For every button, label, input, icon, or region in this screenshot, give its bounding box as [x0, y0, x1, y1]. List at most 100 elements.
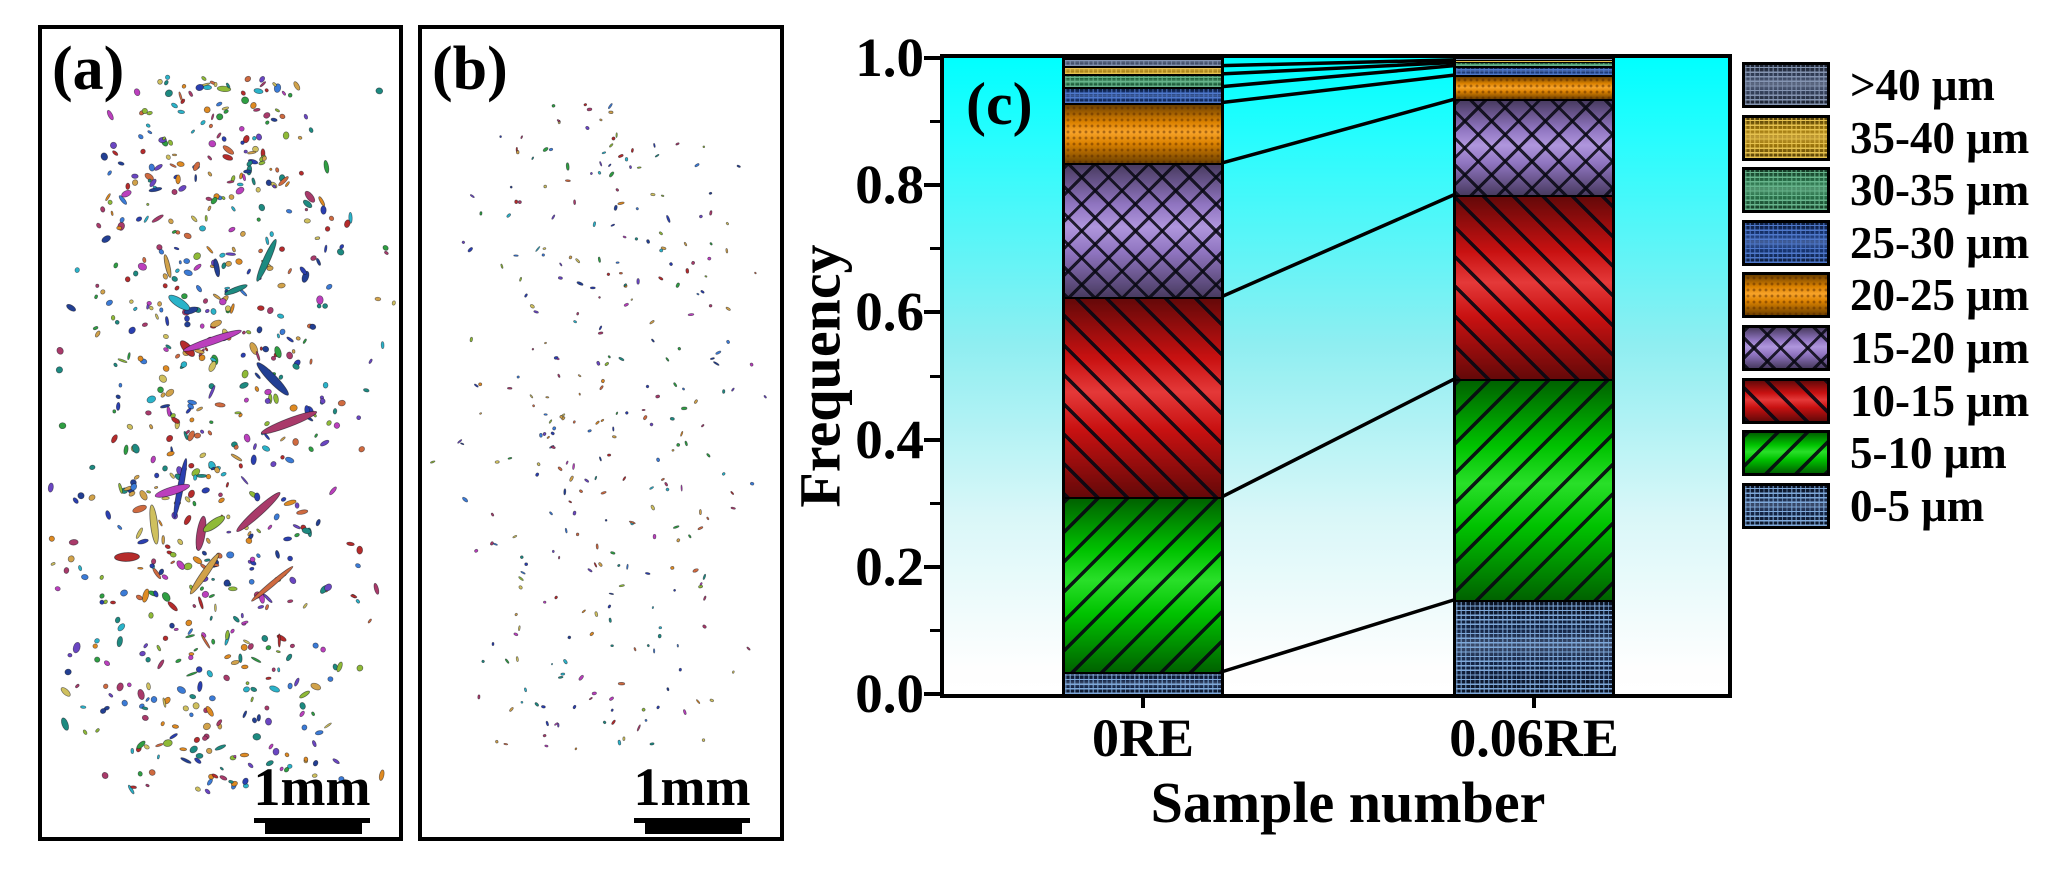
particle	[225, 482, 229, 488]
particle	[245, 330, 252, 335]
particle	[675, 282, 680, 288]
bar-0RE	[1062, 55, 1224, 697]
particle	[661, 477, 665, 481]
particle	[578, 675, 584, 681]
panel-b-label: (b)	[432, 35, 508, 103]
particle	[195, 753, 204, 759]
particle	[551, 549, 555, 553]
particle	[238, 653, 243, 663]
particle	[108, 693, 114, 698]
particle	[222, 145, 235, 155]
particle	[617, 682, 626, 686]
particle	[107, 170, 112, 176]
particle	[161, 574, 169, 580]
particle	[504, 658, 510, 664]
particle	[680, 430, 684, 437]
particle	[221, 136, 227, 142]
particle	[265, 717, 272, 726]
particle	[287, 92, 293, 98]
particle	[710, 357, 715, 360]
particle	[245, 681, 250, 686]
particle	[100, 206, 106, 213]
particle	[287, 599, 294, 604]
particle	[55, 366, 63, 374]
particle	[210, 308, 217, 315]
particle	[112, 409, 117, 414]
particle	[548, 419, 553, 424]
particle	[519, 276, 522, 282]
particle	[270, 461, 277, 468]
particle	[200, 429, 205, 434]
particle	[252, 136, 257, 141]
particle	[110, 141, 117, 149]
y-major-tick	[924, 692, 940, 696]
particle	[607, 355, 611, 359]
particle	[225, 629, 230, 641]
particle	[171, 275, 178, 282]
particle	[287, 268, 292, 275]
particle	[137, 771, 143, 777]
particle	[657, 633, 662, 639]
particle	[611, 719, 616, 725]
particle	[746, 646, 751, 651]
particle	[299, 702, 306, 710]
y-major-tick	[924, 183, 940, 188]
particle	[655, 394, 661, 399]
particle	[141, 322, 148, 327]
particle	[535, 246, 541, 252]
particle	[649, 742, 655, 746]
particle	[598, 562, 603, 567]
particle	[356, 415, 362, 421]
particle	[175, 174, 181, 185]
particle	[544, 341, 547, 345]
particle	[235, 186, 245, 195]
particle	[141, 706, 149, 711]
particle	[180, 757, 192, 764]
particle	[660, 246, 667, 250]
particle	[368, 358, 373, 364]
particle	[556, 119, 561, 123]
particle	[617, 564, 621, 567]
particle	[316, 295, 324, 305]
particle	[287, 555, 293, 562]
particle	[256, 714, 261, 722]
particle	[457, 439, 463, 444]
particle	[213, 81, 218, 88]
particle	[585, 125, 590, 131]
particle	[130, 748, 135, 754]
particle	[164, 544, 171, 549]
particle	[183, 514, 192, 526]
particle	[644, 572, 651, 575]
particle	[265, 120, 270, 125]
legend-label: 5-10 μm	[1850, 428, 2007, 479]
particle	[124, 276, 131, 283]
particle	[551, 214, 556, 220]
particle	[549, 511, 553, 516]
particle	[544, 744, 549, 748]
particle	[189, 417, 195, 423]
particle	[333, 422, 341, 429]
legend-swatch-30-35μm	[1742, 167, 1830, 214]
particle	[264, 398, 271, 404]
particle	[557, 722, 560, 728]
particle	[257, 305, 265, 311]
particle	[367, 618, 372, 624]
particle	[208, 361, 217, 372]
particle	[264, 88, 269, 93]
particle	[273, 513, 280, 521]
particle	[174, 285, 180, 291]
particle	[250, 686, 258, 692]
particle	[193, 647, 199, 652]
particle	[283, 499, 297, 506]
particle	[517, 200, 522, 204]
particle	[173, 246, 180, 251]
particle	[100, 152, 108, 161]
particle	[520, 700, 524, 704]
particle	[269, 685, 280, 693]
particle	[669, 262, 673, 266]
particle	[149, 563, 155, 569]
particle	[294, 532, 300, 538]
particle	[272, 747, 280, 756]
y-minor-tick	[930, 628, 940, 632]
particle	[258, 248, 263, 254]
